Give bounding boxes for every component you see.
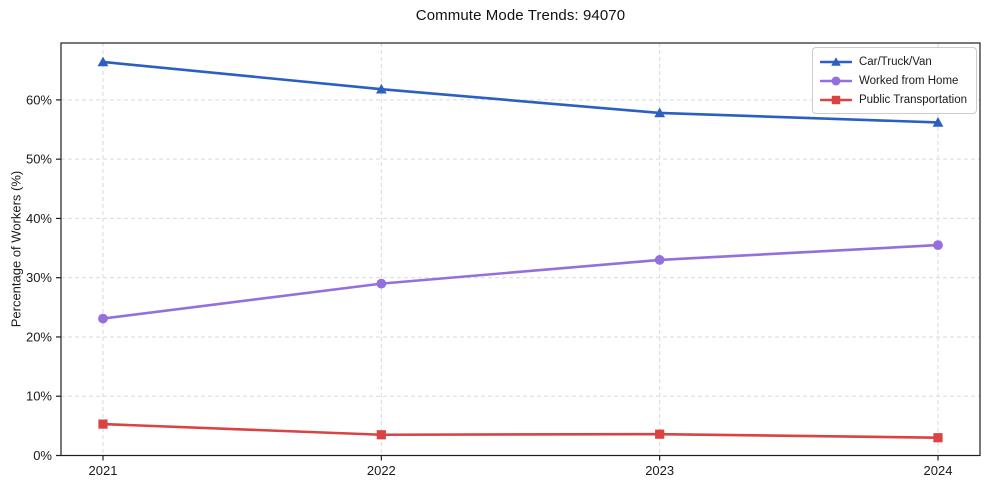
plot-border	[60, 42, 981, 457]
circle-marker-worked-from-home	[654, 255, 665, 265]
x-tick-label: 2023	[645, 463, 674, 478]
y-tick-label: 10%	[26, 389, 52, 404]
triangle-marker-car-truck-van	[654, 107, 666, 118]
circle-marker-worked-from-home	[376, 278, 387, 289]
x-tick-label: 2021	[89, 463, 118, 478]
x-tick-label: 2022	[367, 463, 396, 478]
y-tick-label: 40%	[26, 211, 52, 226]
x-tick-label: 2024	[924, 463, 953, 478]
legend-label: Public Transportation	[858, 93, 967, 106]
triangle-marker-car-truck-van	[932, 117, 944, 127]
square-marker-public-transportation	[376, 430, 386, 440]
square-marker-public-transportation	[933, 433, 943, 443]
legend-item-worked-from-home: Worked from Home	[819, 73, 967, 88]
legend-square-marker-icon	[819, 95, 852, 104]
line-car-truck-van	[101, 60, 940, 124]
square-marker-public-transportation	[655, 429, 665, 439]
legend: Car/Truck/Van Worked from Home Public Tr…	[811, 47, 977, 114]
triangle-marker-car-truck-van	[97, 56, 109, 67]
y-tick-label: 0%	[33, 448, 52, 463]
square-marker-public-transportation	[98, 419, 108, 429]
legend-circle-marker-icon	[819, 76, 852, 85]
line-public-transportation	[101, 422, 940, 440]
triangle-marker-car-truck-van	[375, 83, 387, 94]
y-tick-label: 30%	[26, 270, 52, 285]
legend-label: Worked from Home	[858, 74, 959, 87]
y-tick-label: 50%	[26, 152, 52, 167]
y-tick-label: 60%	[26, 92, 52, 107]
legend-label: Car/Truck/Van	[858, 55, 932, 68]
legend-item-car-truck-van: Car/Truck/Van	[819, 54, 967, 69]
circle-marker-worked-from-home	[933, 240, 943, 251]
legend-item-public-transportation: Public Transportation	[819, 92, 967, 107]
circle-marker-worked-from-home	[98, 313, 108, 324]
line-worked-from-home	[101, 243, 940, 320]
legend-triangle-marker-icon	[819, 56, 852, 66]
y-tick-label: 20%	[26, 329, 52, 344]
chart-title: Commute Mode Trends: 94070	[415, 7, 626, 24]
